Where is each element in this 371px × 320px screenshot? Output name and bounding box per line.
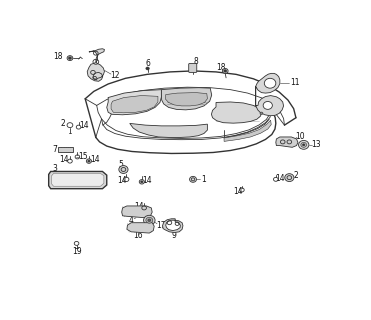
Text: 16: 16 [134, 231, 143, 240]
Text: 10: 10 [295, 132, 305, 141]
Polygon shape [165, 92, 207, 106]
Circle shape [260, 112, 263, 115]
FancyBboxPatch shape [189, 64, 197, 72]
Text: 2: 2 [61, 119, 65, 128]
Polygon shape [127, 223, 154, 233]
Circle shape [139, 180, 144, 184]
Polygon shape [211, 102, 262, 123]
FancyBboxPatch shape [59, 147, 73, 152]
Text: 1: 1 [201, 175, 206, 184]
Circle shape [301, 142, 306, 147]
Polygon shape [256, 73, 283, 116]
Polygon shape [111, 96, 158, 113]
Polygon shape [161, 88, 212, 110]
Text: 14: 14 [275, 174, 285, 183]
Circle shape [190, 176, 197, 182]
Circle shape [222, 68, 228, 73]
Polygon shape [224, 120, 271, 141]
Text: 11: 11 [290, 78, 300, 87]
Polygon shape [52, 173, 104, 186]
Circle shape [148, 219, 151, 221]
Circle shape [86, 159, 92, 163]
Polygon shape [122, 206, 152, 218]
Text: 8: 8 [194, 57, 198, 66]
Text: 14: 14 [117, 176, 127, 185]
Text: 7: 7 [53, 145, 58, 154]
Polygon shape [276, 137, 298, 147]
Text: 5: 5 [118, 160, 123, 169]
Text: 4: 4 [129, 216, 134, 225]
Polygon shape [130, 124, 207, 138]
Circle shape [146, 217, 153, 223]
Text: 14: 14 [134, 202, 144, 211]
Text: 14: 14 [59, 155, 69, 164]
Circle shape [119, 165, 128, 173]
Circle shape [263, 101, 272, 109]
Circle shape [69, 57, 71, 59]
Polygon shape [162, 219, 183, 233]
Text: 17: 17 [156, 221, 165, 230]
Text: 15: 15 [78, 152, 88, 161]
Text: 9: 9 [172, 231, 177, 240]
Text: 14: 14 [90, 155, 99, 164]
Text: 18: 18 [54, 52, 63, 61]
Polygon shape [107, 90, 161, 115]
Text: 14: 14 [142, 176, 152, 185]
Circle shape [88, 160, 90, 162]
Polygon shape [49, 172, 107, 189]
Text: 19: 19 [72, 247, 81, 256]
Circle shape [141, 181, 143, 183]
Text: 6: 6 [145, 59, 150, 68]
Text: 14: 14 [233, 187, 242, 196]
Polygon shape [87, 49, 105, 81]
Circle shape [224, 70, 227, 72]
Circle shape [303, 144, 305, 146]
Text: 18: 18 [216, 63, 226, 72]
Text: 3: 3 [53, 164, 58, 173]
Circle shape [299, 140, 309, 149]
Text: 13: 13 [311, 140, 321, 149]
Circle shape [285, 174, 294, 181]
Circle shape [264, 78, 276, 88]
Circle shape [67, 56, 73, 60]
Text: 14: 14 [79, 121, 89, 130]
Text: 2: 2 [293, 171, 298, 180]
Circle shape [146, 67, 149, 70]
Circle shape [144, 215, 155, 225]
Text: 12: 12 [111, 71, 120, 80]
